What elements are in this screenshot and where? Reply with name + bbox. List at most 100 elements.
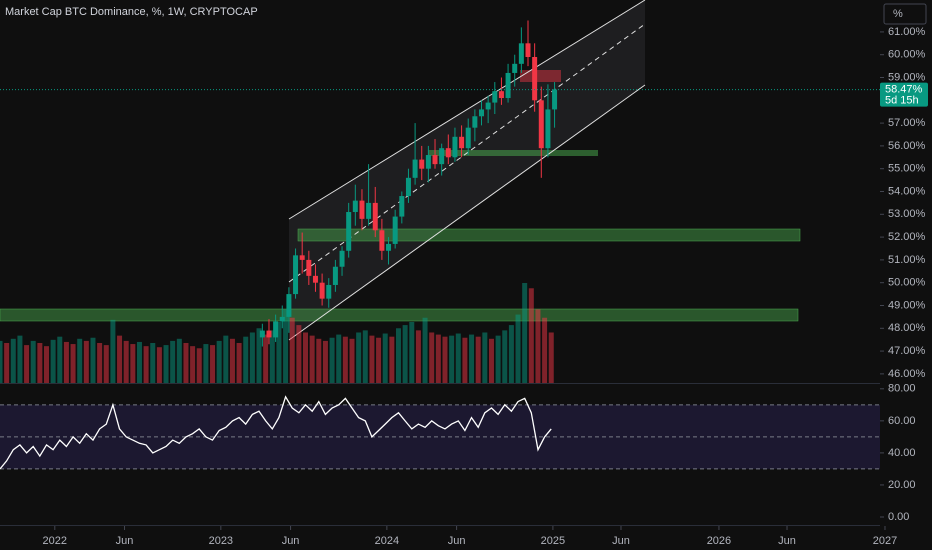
volume-bar [455,333,461,383]
volume-bar [322,340,328,383]
candle-body [485,102,491,110]
volume-bar [528,288,534,383]
candle-body [525,43,531,57]
volume-bar [236,343,242,383]
y-tick-label: 47.00% [888,345,926,357]
volume-bar [462,337,468,383]
volume-bar [402,325,408,383]
unit-button-label[interactable]: % [893,8,903,20]
volume-bar [163,345,169,383]
rsi-band [0,404,880,469]
volume-bar [342,336,348,383]
volume-bar [502,330,508,383]
last-price-label: 58.47% [885,84,923,96]
volume-bar [196,348,202,383]
resistance-zone [520,70,561,82]
y-tick-label: 55.00% [888,163,926,175]
candle-body [532,56,538,101]
countdown-label: 5d 15h [885,95,919,107]
volume-bar [488,338,494,383]
volume-bar [256,328,262,383]
x-tick-label: Jun [612,535,630,547]
candle-body [346,212,352,251]
candle-body [339,250,345,267]
x-tick-label: Jun [116,535,134,547]
volume-bar [90,337,96,383]
candle-body [492,91,498,103]
y-tick-label: 52.00% [888,231,926,243]
volume-bar [508,325,514,383]
candle-body [452,136,458,158]
volume-bar [17,335,23,383]
support-zone [428,150,598,156]
volume-bar [63,341,69,383]
volume-bar [57,336,63,383]
candle-body [286,294,292,317]
x-tick-label: 2023 [209,535,233,547]
volume-bar [143,346,149,383]
volume-bar [276,321,282,383]
volume-bar [535,309,541,383]
candle-body [432,155,438,165]
volume-bar [117,335,123,383]
candle-body [465,127,471,149]
volume-bar [369,335,375,383]
y-tick-label: 46.00% [888,368,926,380]
volume-bar [329,337,335,383]
x-tick-label: 2022 [43,535,67,547]
candle-body [439,148,445,165]
volume-bar [156,347,162,383]
volume-bar [316,338,322,383]
volume-bar [482,332,488,383]
volume-bar [429,332,435,383]
unit-button[interactable] [883,3,927,25]
volume-bar [442,336,448,383]
volume-bar [542,317,548,383]
volume-bar [395,328,401,383]
candle-body [392,216,398,244]
volume-bar [362,330,368,383]
y-tick-label: 49.00% [888,299,926,311]
y-tick-label: 48.00% [888,322,926,334]
support-zone [297,228,801,242]
volume-bar [70,344,76,383]
volume-bar [83,340,89,383]
volume-bar [249,332,255,383]
candle-body [359,200,365,219]
volume-bar [495,335,501,383]
support-zone [0,308,799,322]
volume-bar [176,338,182,383]
volume-bar [97,343,103,383]
volume-bar [0,340,3,383]
volume-bar [422,317,428,383]
candle-body [505,72,511,99]
volume-bar [24,345,30,383]
candle-body [266,330,272,338]
candle-body [459,136,465,149]
y-tick-label: 54.00% [888,185,926,197]
last-price-box [880,82,928,107]
volume-bar [136,341,142,383]
volume-bar [389,336,395,383]
x-tick-label: 2025 [541,535,565,547]
volume-bar [130,344,136,383]
volume-bar [43,346,49,383]
candle-body [372,202,378,231]
volume-bar [269,330,275,383]
y-tick-label: 20.00 [888,479,916,491]
volume-bar [123,340,129,383]
candle-body [538,100,544,149]
candle-body [445,148,451,158]
y-tick-label: 56.00% [888,140,926,152]
x-tick-label: Jun [282,535,300,547]
volume-bar [210,345,216,383]
volume-bar [309,335,315,383]
candle-body [425,155,431,169]
y-tick-label: 61.00% [888,26,926,38]
volume-bar [203,344,209,383]
candle-body [512,63,518,73]
x-tick-label: 2026 [707,535,731,547]
candle-body [273,321,279,338]
